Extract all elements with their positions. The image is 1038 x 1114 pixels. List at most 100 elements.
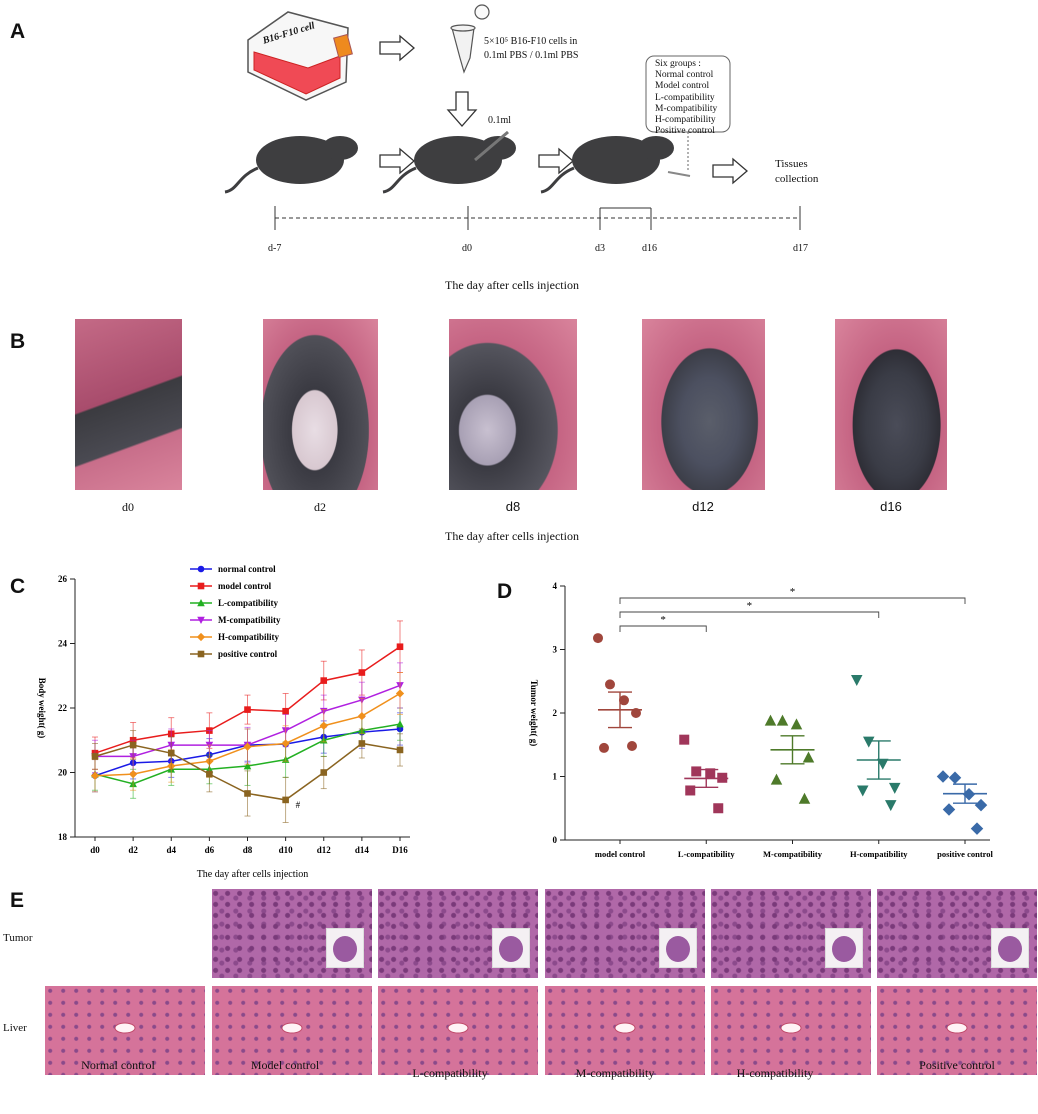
- x-tick-label: M-compatibility: [763, 849, 823, 859]
- significance-bracket: [619, 597, 966, 604]
- significance-mark: #: [296, 800, 301, 810]
- y-tick-label: 22: [58, 703, 68, 713]
- group-model-control: [593, 633, 642, 753]
- legend-label: H-compatibility: [218, 632, 279, 642]
- panel-c-letter: C: [10, 575, 26, 598]
- legend-marker: [197, 599, 205, 607]
- data-point: [243, 742, 252, 751]
- arrow-down-icon: [446, 91, 478, 127]
- group-item: M-compatibility: [655, 103, 718, 114]
- photo-day-label: d0: [122, 500, 134, 514]
- data-point: [851, 674, 863, 686]
- data-point: [396, 720, 404, 728]
- y-tick-label: 20: [58, 768, 68, 778]
- y-tick-label: 0: [553, 835, 558, 845]
- x-tick-label: d12: [317, 845, 332, 855]
- legend-label: model control: [218, 581, 272, 591]
- legend-marker: [196, 632, 206, 642]
- tissues-line1: Tissues: [775, 158, 808, 170]
- x-tick-label: d14: [355, 845, 370, 855]
- mouse-photo-d0: [75, 319, 182, 490]
- tumor-histology-image: [711, 889, 871, 978]
- data-point: [396, 643, 404, 651]
- photo-day-label: d2: [314, 500, 326, 514]
- legend-marker: [197, 582, 205, 590]
- panel-b-xlabel: The day after cells injection: [445, 529, 579, 543]
- liver-histology-image: [378, 986, 538, 1075]
- group-item: L-compatibility: [655, 92, 715, 103]
- tumor-section-thumbnail: [825, 928, 863, 968]
- liver-histology-image: [545, 986, 705, 1075]
- mouse-photo-d2: [263, 319, 378, 490]
- data-point: [358, 669, 366, 676]
- mouse-photo-d16: [835, 319, 947, 490]
- y-axis-label: Body weight( g): [37, 678, 47, 739]
- body-weight-chart: 18 20 22 24 26 d0 d2 d4 d6 d8 d10 d12 d14 D16 Body wei…: [37, 564, 410, 880]
- significance-star: *: [660, 614, 666, 626]
- data-point: [857, 785, 869, 797]
- group-caption: H-compatibility: [736, 1066, 814, 1080]
- row-label-tumor: Tumor: [3, 932, 33, 944]
- arrow-right-icon: [379, 147, 415, 175]
- x-tick-label: H-compatibility: [850, 849, 908, 859]
- legend-marker: [197, 616, 205, 624]
- tumor-section-thumbnail: [492, 928, 530, 968]
- tumor-histology-image: [378, 889, 538, 978]
- mouse-icon: [224, 136, 358, 194]
- data-point: [358, 740, 366, 747]
- data-point: [91, 753, 99, 760]
- data-point: [605, 679, 615, 690]
- group-item: H-compatibility: [655, 115, 716, 126]
- data-point: [282, 796, 289, 804]
- panel-a-letter: A: [10, 20, 26, 43]
- x-tick-label: d0: [90, 845, 100, 855]
- timeline-day: d-7: [268, 243, 282, 254]
- data-point: [599, 742, 609, 753]
- data-point: [206, 770, 213, 778]
- y-tick-label: 3: [553, 645, 558, 655]
- data-point: [713, 803, 724, 814]
- liver-histology-image: [212, 986, 372, 1075]
- timeline-day: d17: [793, 243, 808, 254]
- syringe-icon: [474, 130, 509, 162]
- y-axis-label: Tumor weight( g): [529, 680, 539, 747]
- data-point: [320, 769, 328, 776]
- x-tick-label: positive control: [937, 849, 993, 859]
- data-point: [395, 689, 405, 698]
- data-point: [889, 782, 901, 794]
- data-point: [282, 707, 289, 715]
- timeline-day: d16: [642, 243, 657, 254]
- data-point: [764, 714, 777, 726]
- groups-title: Six groups :: [655, 59, 701, 69]
- data-point: [776, 714, 789, 726]
- data-point: [319, 721, 328, 730]
- mouse-icon: [540, 136, 674, 194]
- group-caption: Normal control: [81, 1058, 155, 1072]
- groups-list: Six groups : Normal control Model contro…: [655, 59, 717, 137]
- x-axis-label: The day after cells injection: [197, 869, 309, 880]
- data-point: [948, 771, 962, 785]
- significance-bracket: [619, 625, 707, 632]
- mouse-photo-d12: [642, 319, 765, 490]
- liver-histology-image: [45, 986, 205, 1075]
- data-point: [593, 633, 603, 644]
- y-tick-label: 26: [58, 574, 68, 584]
- data-point: [863, 736, 875, 748]
- data-point: [129, 769, 138, 779]
- panel-a-diagram: [224, 4, 801, 230]
- y-tick-label: 1: [553, 772, 558, 782]
- data-point: [877, 758, 889, 770]
- legend-marker: [197, 565, 205, 573]
- group-item: Positive control: [655, 126, 715, 137]
- photo-day-label: d8: [505, 499, 521, 514]
- data-point: [770, 773, 783, 785]
- tumor-weight-chart: 0 1 2 3 4 Tumor weight( g) model control L-comp…: [529, 581, 994, 859]
- tumor-section-thumbnail: [659, 928, 697, 968]
- legend-marker: [197, 650, 205, 658]
- data-point: [802, 751, 815, 763]
- data-point: [167, 749, 175, 757]
- x-tick-label: model control: [595, 849, 646, 859]
- syringe-volume: 0.1ml: [488, 115, 512, 126]
- x-tick-label: D16: [392, 845, 408, 855]
- data-point: [244, 790, 251, 797]
